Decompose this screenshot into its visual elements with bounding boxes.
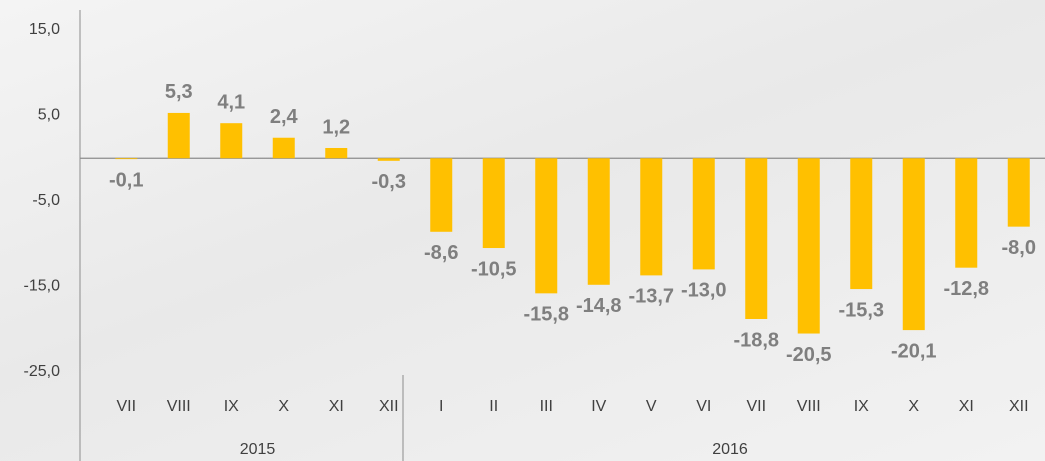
y-tick-label: 15,0 [29,21,60,38]
bar [378,158,400,161]
bar [325,148,347,158]
chart: 15,05,0-5,0-15,0-25,020152016VII-0,1VIII… [0,0,1045,461]
bar [115,158,137,159]
x-tick-label: VII [116,398,136,415]
y-tick-label: -25,0 [24,363,61,380]
x-tick-label: XII [1009,398,1029,415]
x-tick-label: VIII [167,398,191,415]
value-label: -10,5 [471,258,517,280]
x-tick-label: II [489,398,498,415]
value-label: -15,3 [838,299,884,321]
y-tick-label: -5,0 [32,192,60,209]
bar [483,158,505,248]
value-label: -0,3 [372,171,406,193]
x-tick-label: X [278,398,289,415]
x-tick-label: X [908,398,919,415]
x-tick-label: VIII [797,398,821,415]
x-tick-label: XII [379,398,399,415]
bar [745,158,767,319]
value-label: 5,3 [165,81,193,103]
value-label: -20,1 [891,340,937,362]
bar [535,158,557,293]
value-label: -15,8 [523,304,569,326]
x-tick-label: XI [329,398,344,415]
value-label: -14,8 [576,295,622,317]
x-tick-label: IX [854,398,869,415]
x-tick-label: I [439,398,443,415]
value-label: -13,0 [681,280,727,302]
bar [903,158,925,330]
bar [955,158,977,267]
value-label: -8,0 [1002,237,1036,259]
value-label: -13,7 [628,286,674,308]
bar [693,158,715,269]
value-label: 2,4 [270,106,299,128]
bar [168,113,190,158]
bar [273,138,295,159]
value-label: 4,1 [217,91,245,113]
value-label: -0,1 [109,169,143,191]
value-label: -12,8 [943,278,989,300]
group-label: 2016 [712,441,748,458]
x-tick-label: V [646,398,657,415]
bar [588,158,610,285]
bar [1008,158,1030,226]
value-label: -18,8 [733,329,779,351]
value-label: 1,2 [322,116,350,138]
x-tick-label: IV [591,398,606,415]
bar [798,158,820,333]
y-tick-label: -15,0 [24,278,61,295]
x-tick-label: IX [224,398,239,415]
bar [430,158,452,232]
bar [220,123,242,158]
bar [850,158,872,289]
group-label: 2015 [240,441,276,458]
x-tick-label: VI [696,398,711,415]
x-tick-label: VII [746,398,766,415]
x-tick-label: III [540,398,553,415]
value-label: -20,5 [786,344,832,366]
bar [640,158,662,275]
x-tick-label: XI [959,398,974,415]
value-label: -8,6 [424,242,458,264]
y-tick-label: 5,0 [38,107,60,124]
